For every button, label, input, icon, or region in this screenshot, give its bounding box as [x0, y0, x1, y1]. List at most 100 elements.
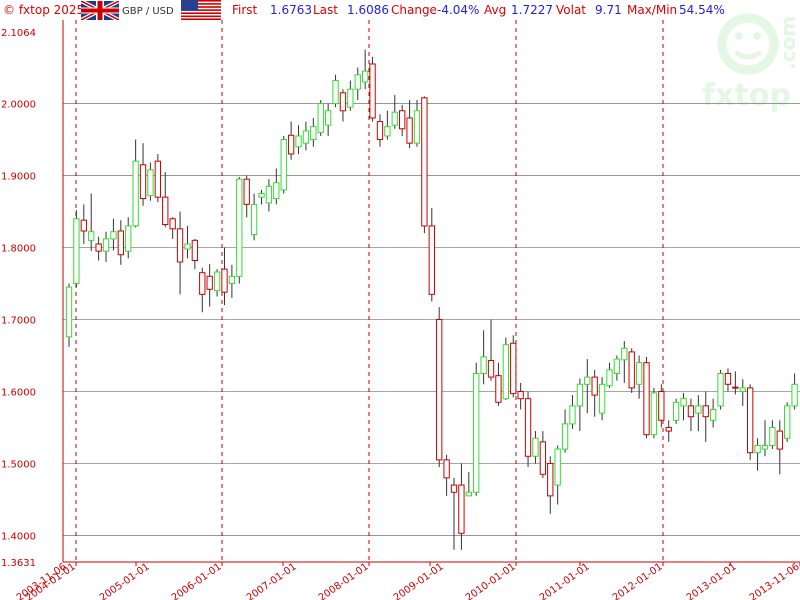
candle-body: [591, 376, 598, 396]
candle-body: [347, 88, 354, 108]
candle-body: [480, 356, 487, 374]
y-tick-label: 1.8000: [1, 244, 36, 255]
candle-body: [524, 398, 532, 457]
candle-body: [443, 459, 450, 479]
candle: [495, 362, 502, 406]
y-tick-label: 2.1064: [1, 28, 36, 39]
candle: [310, 117, 317, 147]
candle-body: [658, 390, 665, 421]
candle-body: [384, 126, 391, 137]
candle-body: [561, 423, 569, 450]
candle-body: [502, 344, 510, 400]
candle-body: [80, 219, 87, 232]
candle: [732, 371, 739, 395]
candle-body: [221, 268, 228, 293]
candle: [391, 94, 398, 129]
x-tick-label: 2012-01-01: [611, 561, 665, 600]
candle: [213, 269, 221, 297]
candle-body: [724, 372, 732, 385]
candle: [132, 139, 139, 228]
candle-body: [672, 401, 680, 421]
candle-body: [539, 441, 547, 475]
candle: [628, 348, 635, 393]
candle: [421, 96, 428, 234]
candle-body: [628, 351, 635, 389]
candle-body: [510, 342, 517, 395]
y-tick-label: 1.5000: [1, 459, 36, 470]
candle-body: [487, 360, 495, 378]
candle: [295, 125, 302, 154]
y-tick-label: 1.7000: [1, 316, 36, 327]
candle-body: [399, 110, 406, 130]
candle-body: [65, 286, 73, 338]
maxmin-label: Max/Min: [627, 3, 678, 17]
chart-axes: [62, 20, 800, 563]
candle: [258, 189, 265, 205]
candle: [399, 105, 406, 136]
candle-body: [125, 225, 132, 252]
candle-body: [473, 372, 480, 493]
candle-body: [88, 231, 95, 241]
candle: [517, 382, 524, 410]
candle-body: [295, 135, 302, 148]
candle: [598, 377, 606, 421]
candle: [228, 264, 236, 298]
candle-body: [243, 178, 250, 205]
x-tick-label: 2010-01-01: [464, 561, 518, 600]
candle-body: [495, 375, 502, 403]
candle: [784, 402, 791, 442]
candle: [709, 398, 717, 428]
candle: [606, 362, 613, 388]
x-tick-label: 2007-01-01: [245, 561, 299, 600]
x-tick-label: 2011-01-01: [538, 561, 592, 600]
candle-body: [287, 134, 295, 155]
candle: [369, 56, 376, 122]
candle-body: [280, 139, 287, 191]
candle-body: [154, 160, 162, 198]
candle: [428, 207, 435, 302]
change-value: -4.04%: [437, 3, 480, 17]
candle-body: [302, 130, 310, 144]
volat-value: 9.71: [595, 3, 622, 17]
candle-body: [236, 178, 243, 277]
candle: [791, 373, 798, 410]
candle-body: [191, 239, 199, 261]
candle: [384, 110, 391, 140]
x-tick-label: 2006-01-01: [170, 561, 224, 600]
candle-body: [147, 169, 154, 197]
candle-body: [184, 243, 191, 250]
candle: [117, 220, 124, 265]
candle-body: [317, 103, 324, 133]
candle-body: [665, 426, 672, 432]
maxmin-value: 54.54%: [679, 3, 725, 17]
candle: [532, 431, 539, 464]
candle: [436, 307, 443, 468]
candle-body: [258, 193, 265, 198]
candle: [443, 454, 450, 496]
candle-body: [769, 426, 776, 446]
candle-body: [554, 448, 561, 486]
candle: [465, 472, 472, 497]
watermark-text: fxtop: [702, 78, 791, 113]
first-value: 1.6763: [270, 3, 312, 17]
candle-body: [754, 444, 761, 454]
candle: [273, 168, 280, 205]
candle: [206, 264, 213, 307]
candle: [450, 477, 458, 550]
candle-body: [273, 182, 280, 200]
volat-label: Volat: [556, 3, 587, 17]
uk-flag-icon: [81, 1, 119, 20]
candle: [361, 49, 369, 90]
candle: [302, 121, 310, 151]
candles: [65, 49, 798, 550]
candle: [73, 210, 80, 288]
y-axis-labels: 2.1064 2.0000 1.9000 1.8000 1.7000 1.6000 1.50…: [1, 28, 36, 569]
candle-body: [547, 462, 554, 497]
candle-body: [584, 376, 591, 385]
candle-body: [176, 228, 184, 263]
grid-lines: [63, 103, 800, 536]
candle-body: [650, 392, 658, 436]
candle-body: [458, 484, 465, 534]
